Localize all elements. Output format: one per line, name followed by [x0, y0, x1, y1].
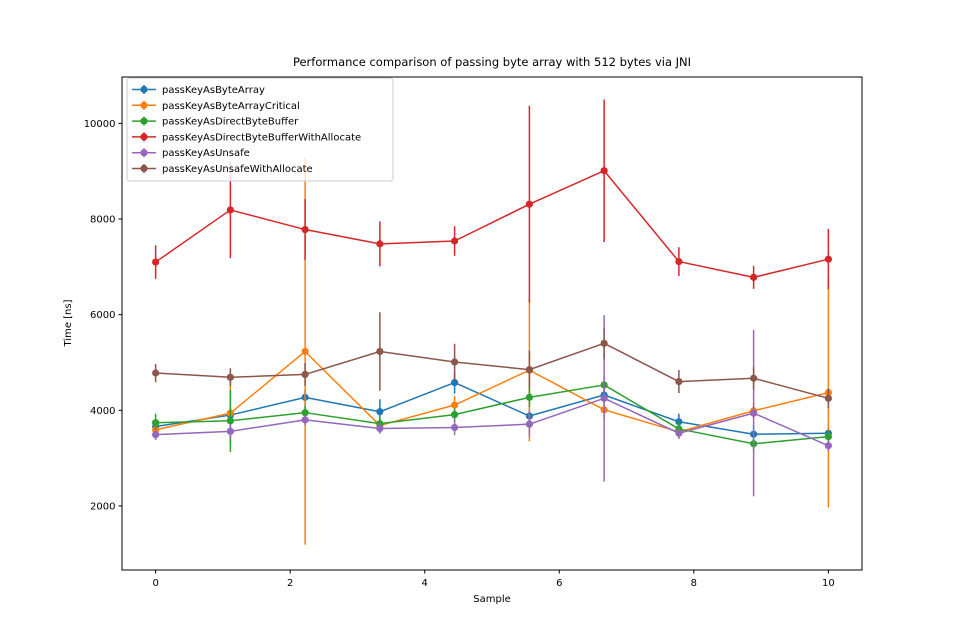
x-tick-label: 2: [287, 578, 293, 589]
legend-key-marker: [140, 85, 148, 94]
legend: passKeyAsByteArray passKeyAsByteArrayCrit…: [126, 77, 394, 182]
data-point: [301, 416, 309, 424]
series-line: [155, 350, 829, 433]
data-point: [152, 258, 160, 266]
data-point: [226, 373, 234, 381]
series-passKeyAsUnsafeWithAllocate: [152, 312, 832, 409]
legend-key-marker: [140, 117, 148, 125]
data-point: [226, 417, 234, 425]
legend-item: passKeyAsDirectByteBufferWithAllocate: [132, 132, 361, 143]
data-point: [152, 419, 160, 427]
series-passKeyAsDirectByteBufferWithAllocate: [152, 99, 832, 303]
y-tick-label: 6000: [90, 310, 115, 321]
legend-item-label: passKeyAsByteArrayCritical: [162, 101, 300, 112]
data-point: [600, 339, 608, 347]
data-point: [824, 442, 832, 450]
data-point: [450, 378, 459, 387]
plot-area: 2000 4000 6000 8000 10000 0 2 4 6 8 10: [84, 76, 863, 589]
chart-title: Performance comparison of passing byte a…: [293, 55, 691, 69]
data-point: [450, 423, 459, 432]
data-point: [750, 374, 758, 382]
data-point: [750, 409, 758, 417]
data-point: [525, 393, 534, 401]
data-point: [376, 347, 384, 356]
data-point: [376, 240, 384, 248]
data-point: [152, 369, 160, 377]
data-point: [450, 358, 459, 366]
series-line: [155, 169, 829, 279]
legend-item: passKeyAsDirectByteBuffer: [132, 116, 299, 128]
data-point: [301, 347, 309, 356]
legend-key-marker: [140, 164, 148, 173]
legend-item: passKeyAsByteArrayCritical: [132, 100, 300, 112]
legend-item-label: passKeyAsDirectByteBuffer: [162, 117, 299, 128]
legend-key-marker: [140, 101, 148, 109]
legend-key-marker: [140, 149, 148, 157]
x-tick-label: 8: [691, 578, 697, 589]
plot-frame: [121, 76, 863, 571]
series-line: [155, 342, 829, 400]
legend-item: passKeyAsUnsafeWithAllocate: [132, 164, 313, 175]
series-line: [155, 381, 829, 435]
y-tick-label: 2000: [90, 501, 115, 512]
y-tick-label: 10000: [84, 119, 116, 130]
data-point: [450, 237, 459, 245]
y-tick-label: 4000: [90, 406, 115, 417]
data-point: [301, 409, 309, 417]
data-point: [376, 424, 384, 433]
data-point: [525, 420, 534, 428]
data-point: [525, 366, 534, 374]
series-line: [155, 384, 829, 445]
data-point: [376, 408, 384, 416]
data-point: [824, 394, 832, 402]
x-axis-label: Sample: [473, 594, 511, 605]
data-point: [675, 257, 683, 266]
data-point: [525, 200, 534, 208]
legend-item-label: passKeyAsDirectByteBufferWithAllocate: [162, 132, 361, 143]
data-point: [226, 427, 234, 435]
legend-item: passKeyAsUnsafe: [132, 148, 250, 159]
data-point: [450, 401, 459, 409]
data-point: [824, 255, 832, 263]
y-tick-label: 8000: [90, 215, 115, 226]
x-tick-label: 4: [422, 578, 428, 589]
data-point: [824, 432, 832, 441]
data-point: [600, 167, 608, 175]
data-point: [226, 206, 234, 214]
data-point: [675, 429, 683, 437]
data-point: [750, 273, 758, 281]
x-tick-label: 10: [822, 578, 835, 589]
legend-item-label: passKeyAsUnsafeWithAllocate: [162, 164, 313, 175]
legend-item-label: passKeyAsUnsafe: [162, 148, 250, 159]
x-tick-label: 6: [556, 578, 562, 589]
legend-key-marker: [140, 133, 148, 141]
y-axis-label: Time [ns]: [63, 299, 74, 347]
data-point: [152, 431, 160, 439]
series-passKeyAsUnsafe: [152, 315, 832, 497]
legend-box: [126, 77, 394, 182]
series-passKeyAsByteArray: [152, 371, 832, 444]
legend-item-label: passKeyAsByteArray: [162, 85, 265, 96]
data-point: [450, 410, 459, 419]
data-point: [301, 370, 309, 379]
legend-item: passKeyAsByteArray: [132, 85, 265, 96]
data-point: [600, 394, 608, 402]
series-line: [155, 397, 829, 447]
data-point: [675, 377, 683, 386]
data-point: [301, 225, 309, 234]
x-tick-label: 0: [152, 578, 158, 589]
